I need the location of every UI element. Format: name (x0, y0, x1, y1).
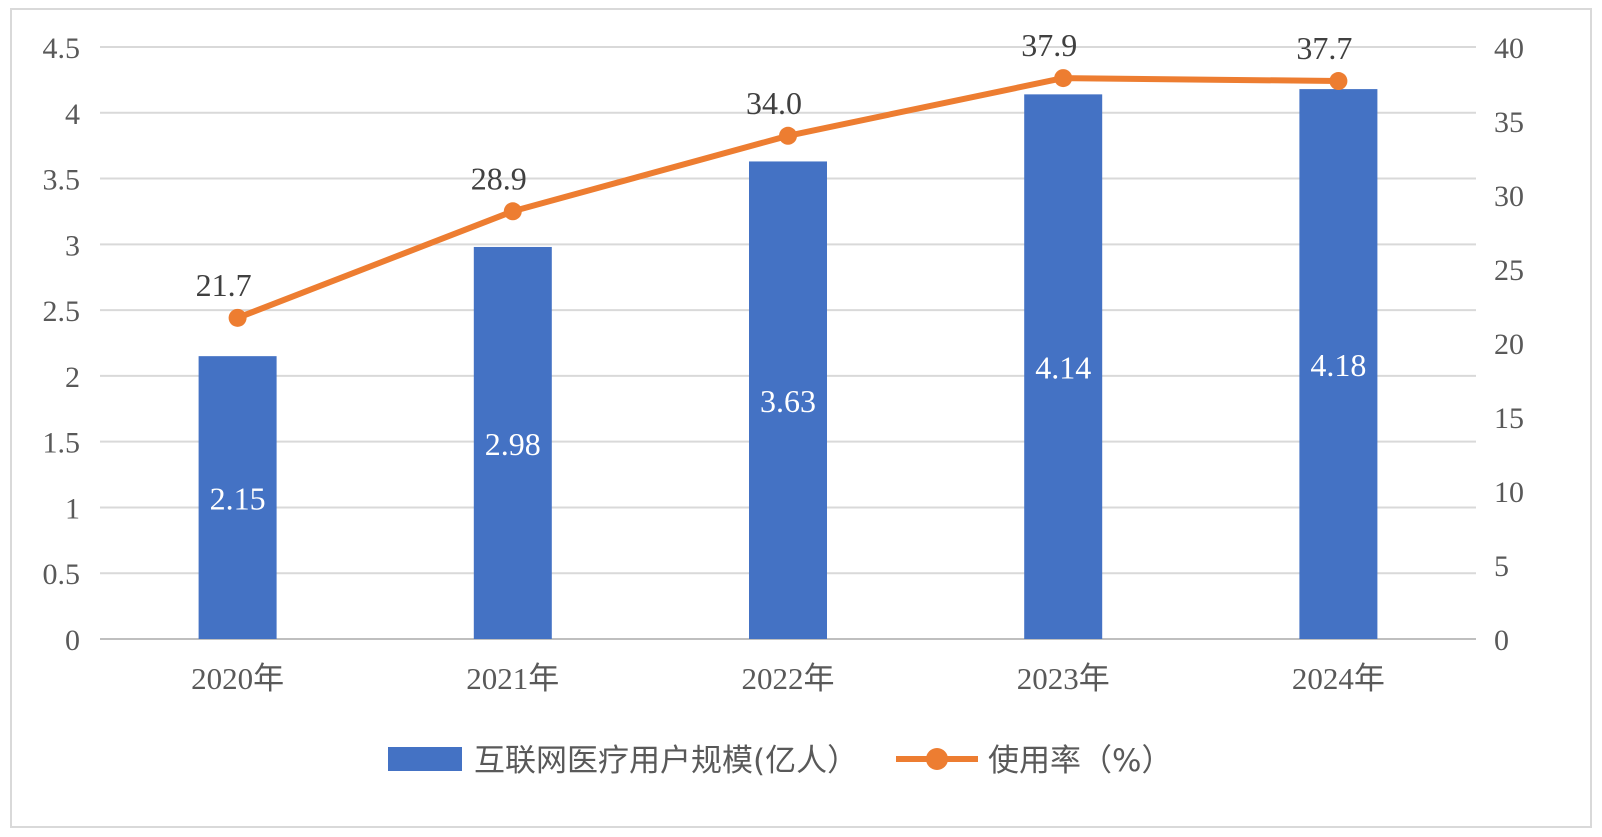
right-tick-label: 15 (1494, 402, 1524, 435)
right-tick-label: 0 (1494, 624, 1509, 657)
line-data-label: 37.7 (1296, 30, 1352, 66)
bar (1024, 94, 1103, 640)
bar-data-label: 4.18 (1310, 347, 1366, 383)
category-label: 2023年 (1017, 661, 1110, 696)
legend-swatch-bar (388, 747, 462, 771)
right-axis-ticks: 0 5 10 15 20 25 30 35 40 (1494, 32, 1524, 657)
line-point (228, 308, 247, 327)
right-tick-label: 5 (1494, 550, 1509, 583)
left-tick-label: 4.5 (43, 32, 81, 65)
line-data-labels: 21.7 28.9 34.0 37.9 37.7 (196, 27, 1353, 303)
left-tick-label: 0 (65, 624, 80, 657)
left-tick-label: 2 (65, 361, 80, 394)
line-point (1054, 69, 1073, 88)
bar (1299, 89, 1378, 639)
left-axis-ticks: 0 0.5 1 1.5 2 2.5 3 3.5 4 4.5 (43, 32, 81, 657)
bar-data-label: 2.98 (485, 426, 541, 462)
line-point (503, 202, 522, 221)
category-label: 2021年 (466, 661, 559, 696)
category-label: 2020年 (191, 661, 284, 696)
right-tick-label: 20 (1494, 328, 1524, 361)
right-tick-label: 10 (1494, 476, 1524, 509)
left-tick-label: 3.5 (43, 164, 81, 197)
left-tick-label: 1 (65, 492, 80, 525)
bar (198, 356, 277, 639)
left-tick-label: 4 (65, 98, 80, 131)
line-data-label: 37.9 (1021, 27, 1077, 63)
category-axis-labels: 2020年 2021年 2022年 2023年 2024年 (191, 661, 1385, 696)
left-tick-label: 3 (65, 229, 80, 262)
gridlines (100, 46, 1476, 640)
bar (749, 161, 827, 639)
category-label: 2022年 (742, 661, 835, 696)
legend: 互联网医疗用户规模(亿人） 使用率（%） (388, 743, 1172, 779)
line-point (1329, 72, 1348, 91)
right-tick-label: 25 (1494, 254, 1524, 287)
bar (473, 246, 552, 639)
left-tick-label: 2.5 (43, 295, 81, 328)
bar-data-labels: 2.15 2.98 3.63 4.14 4.18 (210, 347, 1367, 517)
line-series (228, 69, 1348, 327)
bar-data-label: 4.14 (1035, 350, 1091, 386)
line-point (779, 126, 797, 145)
legend-marker-line (926, 748, 948, 770)
category-label: 2024年 (1292, 661, 1385, 696)
bar-series (198, 89, 1378, 640)
left-tick-label: 1.5 (43, 427, 81, 460)
line-data-label: 21.7 (196, 267, 252, 303)
bar-data-label: 2.15 (210, 481, 266, 517)
right-tick-label: 40 (1494, 32, 1524, 65)
right-tick-label: 35 (1494, 106, 1524, 139)
legend-label-bar: 互联网医疗用户规模(亿人） (474, 743, 858, 779)
left-tick-label: 0.5 (43, 558, 81, 591)
right-tick-label: 30 (1494, 180, 1524, 213)
line-data-label: 28.9 (471, 160, 527, 196)
legend-label-line: 使用率（%） (988, 743, 1172, 779)
line-data-label: 34.0 (746, 85, 802, 121)
bar-data-label: 3.63 (760, 383, 816, 419)
